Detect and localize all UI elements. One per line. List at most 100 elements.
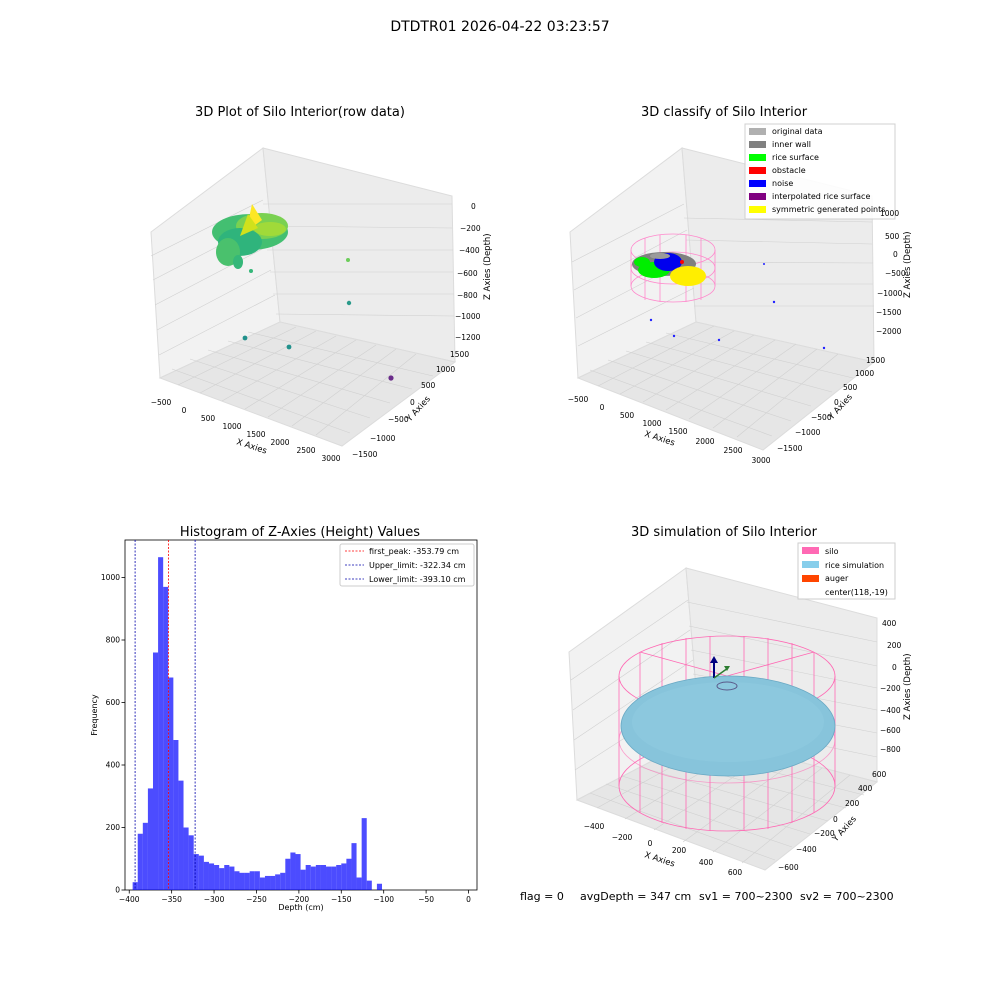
legend-label: noise bbox=[772, 179, 793, 188]
x-tick: 2500 bbox=[723, 446, 742, 455]
x-tick: 1000 bbox=[642, 419, 661, 428]
y-tick-label: 0 bbox=[115, 886, 120, 895]
y-tick: −500 bbox=[388, 415, 409, 424]
y-axis-label: Frequency bbox=[90, 694, 99, 736]
flag-status: flag = 0 bbox=[520, 890, 564, 903]
histogram-bar bbox=[239, 872, 245, 890]
legend-label: symmetric generated points bbox=[772, 205, 885, 214]
x-tick: 3000 bbox=[751, 456, 770, 465]
legend-label: silo bbox=[825, 547, 839, 556]
histogram-bar bbox=[193, 854, 199, 890]
histogram-bar bbox=[280, 872, 286, 890]
z-tick: −1000 bbox=[455, 312, 481, 321]
histogram-bar bbox=[285, 858, 291, 890]
z-tick: −400 bbox=[880, 706, 901, 715]
status-footer: flag = 0 avgDepth = 347 cm sv1 = 700~230… bbox=[520, 890, 894, 903]
histogram-bar bbox=[315, 865, 321, 890]
x-tick: 600 bbox=[728, 868, 743, 877]
histogram-bar bbox=[356, 877, 362, 890]
x-tick-labels: −400 −350 −300 −250 −200 −150 −100 −50 0 bbox=[119, 890, 471, 904]
legend-swatch bbox=[749, 180, 766, 187]
y-tick: 600 bbox=[872, 770, 887, 779]
legend-label: obstacle bbox=[772, 166, 806, 175]
legend-swatch bbox=[749, 206, 766, 213]
z-tick: −600 bbox=[457, 269, 478, 278]
histogram-bar bbox=[310, 866, 316, 890]
y-tick: 500 bbox=[421, 381, 436, 390]
legend-swatch bbox=[749, 167, 766, 174]
y-tick: 200 bbox=[845, 799, 860, 808]
legend-label: rice surface bbox=[772, 153, 819, 162]
x-tick: 200 bbox=[672, 846, 687, 855]
z-tick: −200 bbox=[880, 684, 901, 693]
x-tick-label: −400 bbox=[119, 895, 140, 904]
y-tick: −500 bbox=[811, 413, 832, 422]
histogram-bar bbox=[198, 855, 204, 890]
classify-legend: original data inner wall rice surface ob… bbox=[744, 123, 896, 220]
panel-3d-simulation: 3D simulation of Silo Interior bbox=[568, 525, 913, 877]
x-tick-label: −150 bbox=[331, 895, 352, 904]
histogram-bar bbox=[346, 858, 352, 890]
y-tick-label: 200 bbox=[106, 823, 121, 832]
y-tick: 0 bbox=[834, 398, 839, 407]
histogram-bar bbox=[147, 788, 153, 890]
z-axis-label: Z Axies (Depth) bbox=[903, 653, 913, 720]
y-tick: 400 bbox=[858, 784, 873, 793]
z-tick: 0 bbox=[893, 250, 898, 259]
z-tick: −200 bbox=[460, 224, 481, 233]
classified-points bbox=[632, 252, 706, 286]
x-tick: −400 bbox=[584, 822, 605, 831]
histogram-bar bbox=[259, 877, 265, 890]
z-axis-label: Z Axies (Depth) bbox=[483, 233, 493, 300]
histogram-bar bbox=[188, 835, 194, 890]
histogram-bar bbox=[168, 677, 174, 890]
x-tick-label: −200 bbox=[289, 895, 310, 904]
grid-lines bbox=[150, 199, 455, 436]
histogram-bar bbox=[219, 868, 225, 890]
legend-swatch bbox=[802, 575, 819, 582]
z-tick: 400 bbox=[882, 619, 897, 628]
legend-label: rice simulation bbox=[825, 561, 884, 570]
histogram-bar bbox=[163, 586, 169, 890]
x-tick-labels: −500 0 500 1000 1500 2000 2500 3000 bbox=[568, 395, 771, 465]
noise-points bbox=[649, 263, 826, 350]
x-tick-label: −50 bbox=[418, 895, 434, 904]
avg-depth: avgDepth = 347 cm bbox=[580, 890, 691, 903]
legend-swatch bbox=[749, 193, 766, 200]
y-tick: 0 bbox=[410, 398, 415, 407]
histogram-bar bbox=[275, 874, 281, 890]
histogram-bar bbox=[152, 652, 159, 890]
legend-label: Upper_limit: -322.34 cm bbox=[369, 561, 466, 570]
histogram-bar bbox=[341, 863, 347, 890]
y-tick: 1500 bbox=[866, 356, 885, 365]
z-tick: 1000 bbox=[880, 209, 899, 218]
z-tick-labels: −800 −600 −400 −200 0 200 400 bbox=[880, 619, 902, 754]
legend-label: inner wall bbox=[772, 140, 811, 149]
legend-swatch bbox=[749, 128, 766, 135]
y-tick: −1000 bbox=[370, 434, 396, 443]
x-tick-labels: −500 0 500 1000 1500 2000 2500 3000 bbox=[151, 398, 341, 463]
x-tick: 500 bbox=[620, 411, 635, 420]
y-tick: −600 bbox=[778, 863, 799, 872]
x-tick: −500 bbox=[151, 398, 172, 407]
x-axis-label: X Axies bbox=[235, 437, 268, 456]
histogram-bar bbox=[270, 875, 276, 890]
histogram-bar bbox=[158, 557, 164, 890]
y-tick: −1500 bbox=[352, 450, 378, 459]
simulation-legend: silo rice simulation auger center(118,-1… bbox=[797, 542, 896, 600]
histogram-bar bbox=[224, 865, 230, 890]
legend-swatch bbox=[749, 141, 766, 148]
pane-floor bbox=[576, 321, 876, 451]
x-tick: 0 bbox=[182, 406, 187, 415]
histogram-bar bbox=[132, 882, 138, 890]
histogram-bar bbox=[183, 827, 189, 890]
z-tick: 500 bbox=[885, 232, 900, 241]
legend-label: center(118,-19) bbox=[825, 588, 888, 597]
x-tick: 2000 bbox=[270, 438, 289, 447]
x-tick: 2500 bbox=[296, 446, 315, 455]
x-tick: 500 bbox=[201, 414, 216, 423]
z-tick: −800 bbox=[457, 291, 478, 300]
y-tick: 1000 bbox=[855, 369, 874, 378]
z-tick: −2000 bbox=[876, 327, 902, 336]
legend-label: Lower_limit: -393.10 cm bbox=[369, 575, 466, 584]
